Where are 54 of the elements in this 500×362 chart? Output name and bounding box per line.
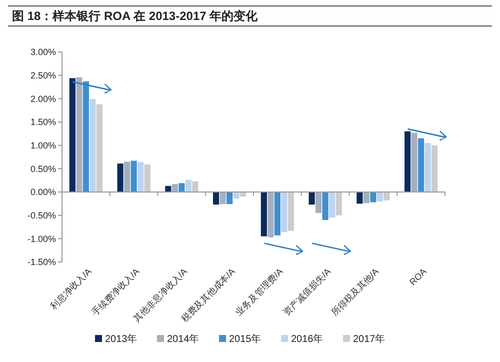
y-tick-label: 2.50% xyxy=(30,70,56,80)
bar xyxy=(124,162,130,192)
y-tick-label: 3.00% xyxy=(30,47,56,58)
bar xyxy=(274,192,280,236)
legend-label: 2015年 xyxy=(229,333,262,345)
bar xyxy=(356,192,363,204)
legend-label: 2017年 xyxy=(353,333,386,345)
bar xyxy=(370,192,376,202)
y-tick-label: -0.50% xyxy=(27,210,56,220)
bar xyxy=(178,183,185,192)
bar xyxy=(172,184,178,192)
bar xyxy=(192,181,198,192)
bar xyxy=(336,192,342,216)
bar xyxy=(432,145,438,192)
bar xyxy=(220,192,226,204)
bar xyxy=(213,192,220,205)
bar xyxy=(424,143,431,192)
y-tick-label: 0.00% xyxy=(30,187,56,198)
y-tick-label: 1.50% xyxy=(30,117,56,128)
chart-title: 图 18：样本银行 ROA 在 2013-2017 年的变化 xyxy=(12,9,259,23)
bar xyxy=(322,192,328,220)
y-tick-label: -1.00% xyxy=(27,234,56,244)
bar xyxy=(384,192,390,200)
bar xyxy=(404,131,411,192)
bar xyxy=(316,192,322,213)
bar xyxy=(76,77,82,192)
bar xyxy=(260,192,267,236)
bar xyxy=(329,192,336,218)
bar xyxy=(138,162,144,192)
bar xyxy=(363,192,370,204)
legend-label: 2013年 xyxy=(105,333,138,345)
bar xyxy=(281,192,288,232)
bar xyxy=(96,104,102,192)
y-tick-label: -1.50% xyxy=(27,257,56,268)
legend-label: 2016年 xyxy=(291,333,324,345)
bar xyxy=(117,164,124,192)
y-tick-label: 1.00% xyxy=(30,140,56,150)
bar xyxy=(308,192,315,205)
bar xyxy=(185,180,192,192)
bar xyxy=(376,192,383,202)
bar xyxy=(90,99,96,192)
bar xyxy=(268,192,274,238)
bar xyxy=(130,160,137,192)
bar xyxy=(226,192,233,204)
bar xyxy=(411,132,418,192)
bar xyxy=(69,78,76,192)
y-tick-label: 2.00% xyxy=(30,94,56,104)
bar xyxy=(82,81,89,192)
bar xyxy=(233,192,240,199)
legend-label: 2014年 xyxy=(167,333,200,345)
y-tick-label: 0.50% xyxy=(30,164,56,174)
bar xyxy=(288,192,294,231)
bar xyxy=(418,138,424,192)
bar xyxy=(144,164,150,192)
